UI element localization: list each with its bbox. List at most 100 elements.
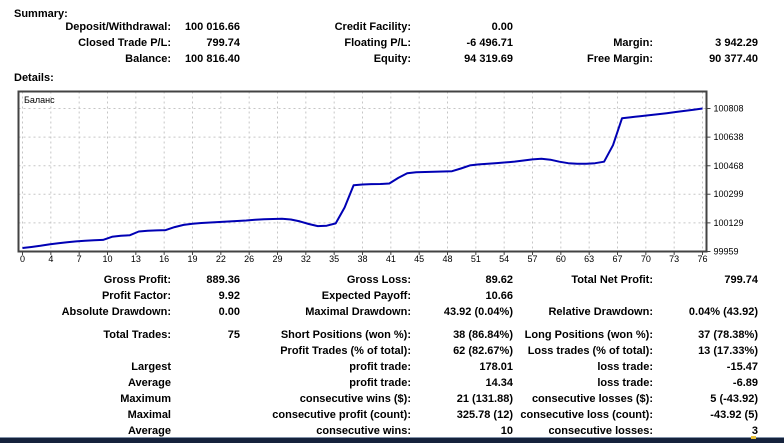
details-row: Profit Factor: 9.92 Expected Payoff: 10.66 — [0, 288, 758, 304]
x-axis-label: 0 — [20, 254, 25, 264]
value-cell: 5 (-43.92) — [710, 393, 758, 405]
details-row: Largest profit trade: 178.01 loss trade: -15… — [0, 359, 758, 375]
value-cell: 13 (17.33%) — [698, 345, 758, 357]
details-heading: Details: — [14, 72, 54, 84]
label-cell: Maximal — [127, 409, 171, 421]
x-axis-label: 60 — [556, 254, 566, 264]
label-cell: Average — [127, 425, 171, 437]
label-cell: Relative Drawdown: — [548, 306, 653, 318]
value-cell: 799.74 — [206, 37, 240, 49]
value-cell: 94 319.69 — [464, 53, 513, 65]
label-cell: profit trade: — [349, 361, 411, 373]
label-cell: Total Net Profit: — [571, 274, 653, 286]
bottom-window-edge — [0, 436, 784, 443]
value-cell: 799.74 — [724, 274, 758, 286]
value-cell: 43.92 (0.04%) — [443, 306, 513, 318]
x-axis-label: 54 — [499, 254, 509, 264]
label-cell: profit trade: — [349, 377, 411, 389]
x-axis-label: 48 — [442, 254, 452, 264]
value-cell: 325.78 (12) — [456, 409, 513, 421]
value-cell: 100 016.66 — [184, 21, 240, 33]
value-cell — [171, 407, 240, 423]
label-cell: Free Margin: — [586, 53, 653, 65]
label-cell — [513, 288, 653, 304]
value-cell — [653, 288, 758, 304]
value-cell: -6.89 — [732, 377, 758, 389]
label-cell: consecutive profit (count): — [272, 409, 411, 421]
label-cell: consecutive wins ($): — [299, 393, 411, 405]
x-axis-label: 10 — [102, 254, 112, 264]
value-cell: 38 (86.84%) — [453, 329, 513, 341]
x-axis-label: 38 — [357, 254, 367, 264]
value-cell: -6 496.71 — [466, 37, 513, 49]
label-cell: Long Positions (won %): — [524, 329, 653, 341]
x-axis-label: 67 — [612, 254, 622, 264]
x-axis-label: 16 — [159, 254, 169, 264]
x-axis-label: 7 — [77, 254, 82, 264]
details-row: Maximal consecutive profit (count): 325.78… — [0, 407, 758, 423]
balance-chart: 0 4 7 10 13 16 19 22 26 29 32 35 38 41 45 48 51 54 57 60 63 6… — [17, 90, 744, 264]
details-row: Maximum consecutive wins ($): 21 (131.88) c… — [0, 391, 758, 407]
details-row: Average profit trade: 14.34 loss trade: -6.8… — [0, 375, 758, 391]
label-cell: Closed Trade P/L: — [78, 37, 171, 49]
details-row: Average consecutive wins: 10 consecutive lo… — [0, 423, 758, 439]
x-axis-label: 41 — [386, 254, 396, 264]
label-cell: consecutive loss (count): — [520, 409, 653, 421]
x-axis-label: 63 — [584, 254, 594, 264]
summary-row: Deposit/Withdrawal: 100 016.66 Credit Faci… — [0, 19, 758, 35]
balance-line — [22, 107, 703, 249]
value-cell: 100 816.40 — [184, 53, 240, 65]
x-axis-label: 26 — [244, 254, 254, 264]
value-cell: 89.62 — [485, 274, 513, 286]
label-cell: consecutive losses ($): — [531, 393, 653, 405]
x-axis-label: 70 — [641, 254, 651, 264]
value-cell: -43.92 (5) — [710, 409, 758, 421]
x-axis-label: 13 — [131, 254, 141, 264]
label-cell: Absolute Drawdown: — [61, 306, 171, 318]
label-cell: Maximum — [120, 393, 171, 405]
value-cell: 0.00 — [218, 306, 240, 318]
value-cell: 9.92 — [218, 290, 240, 302]
x-axis-label: 76 — [697, 254, 707, 264]
label-cell: loss trade: — [597, 361, 653, 373]
value-cell — [171, 343, 240, 359]
y-axis-label: 100468 — [714, 161, 744, 171]
y-axis-label: 100638 — [714, 132, 744, 142]
value-cell — [171, 359, 240, 375]
x-axis-label: 4 — [48, 254, 53, 264]
label-cell: Profit Trades (% of total): — [280, 345, 411, 357]
value-cell: 3 — [751, 425, 758, 437]
label-cell: consecutive wins: — [316, 425, 411, 437]
label-cell: Balance: — [125, 53, 171, 65]
label-cell: Credit Facility: — [334, 21, 411, 33]
value-cell: 37 (78.38%) — [698, 329, 758, 341]
details-row: Profit Trades (% of total): 62 (82.67%) Lo… — [0, 343, 758, 359]
y-axis-label: 100129 — [714, 218, 744, 228]
y-axis-label: 100299 — [714, 189, 744, 199]
label-cell: Floating P/L: — [344, 37, 411, 49]
details-grid-trades: Total Trades: 75 Short Positions (won %): 3… — [0, 327, 758, 439]
label-cell: Equity: — [373, 53, 411, 65]
value-cell — [171, 375, 240, 391]
details-row: Absolute Drawdown: 0.00 Maximal Drawdown: 4… — [0, 304, 758, 320]
label-cell: Short Positions (won %): — [280, 329, 411, 341]
value-cell: -15.47 — [726, 361, 758, 373]
x-axis-label: 45 — [414, 254, 424, 264]
value-cell: 178.01 — [479, 361, 513, 373]
summary-heading: Summary: — [14, 8, 68, 20]
x-axis-label: 57 — [527, 254, 537, 264]
x-axis-label: 32 — [301, 254, 311, 264]
summary-grid: Deposit/Withdrawal: 100 016.66 Credit Faci… — [0, 19, 758, 67]
label-cell — [0, 343, 171, 359]
value-cell: 0.00 — [491, 21, 513, 33]
x-axis-label: 51 — [471, 254, 481, 264]
details-grid-results: Gross Profit: 889.36 Gross Loss: 89.62 Total… — [0, 272, 758, 320]
value-cell: 3 942.29 — [715, 37, 758, 49]
value-cell: 90 377.40 — [709, 53, 758, 65]
label-cell: Profit Factor: — [101, 290, 171, 302]
chart-frame — [17, 90, 708, 253]
value-cell: 889.36 — [206, 274, 240, 286]
label-cell: Maximal Drawdown: — [305, 306, 411, 318]
y-axis-label: 100808 — [714, 104, 744, 114]
